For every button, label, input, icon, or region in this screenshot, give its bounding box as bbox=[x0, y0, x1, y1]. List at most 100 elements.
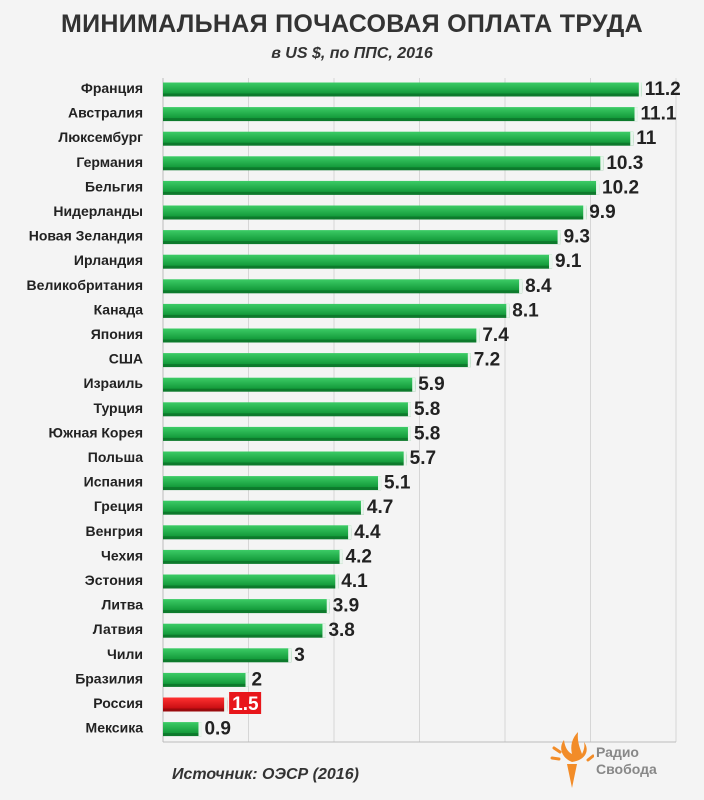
value-label: 3 bbox=[294, 645, 305, 666]
logo-text-line1: Радио bbox=[596, 744, 639, 760]
bar-end-highlight bbox=[549, 254, 553, 269]
value-label: 8.4 bbox=[525, 276, 552, 297]
value-label: 11.2 bbox=[645, 79, 681, 100]
category-label: Люксембург bbox=[58, 129, 143, 145]
category-label: Южная Корея bbox=[49, 424, 143, 440]
value-label: 9.9 bbox=[589, 202, 615, 223]
bar-end-highlight bbox=[378, 476, 382, 491]
value-label: 5.8 bbox=[414, 423, 440, 444]
bar-end-highlight bbox=[335, 574, 339, 589]
category-label: Австралия bbox=[68, 105, 143, 121]
value-label: 5.1 bbox=[384, 473, 411, 494]
bar-end-highlight bbox=[326, 599, 330, 614]
category-label: Чили bbox=[107, 646, 143, 662]
bar bbox=[163, 623, 326, 635]
bar bbox=[163, 574, 339, 586]
bar bbox=[163, 500, 364, 512]
category-label: Франция bbox=[81, 80, 143, 96]
bar bbox=[163, 672, 249, 684]
bar-end-highlight bbox=[630, 131, 634, 146]
category-label: Ирландия bbox=[74, 252, 143, 268]
category-label: Латвия bbox=[93, 621, 143, 637]
value-label: 11 bbox=[636, 128, 657, 149]
value-label: 2 bbox=[252, 669, 263, 690]
category-label: Япония bbox=[91, 326, 143, 342]
category-label: Литва bbox=[102, 597, 144, 613]
value-label: 9.3 bbox=[564, 227, 590, 248]
category-label: Германия bbox=[76, 154, 143, 170]
value-label: 0.9 bbox=[204, 719, 230, 740]
bar bbox=[163, 328, 480, 340]
bar bbox=[163, 697, 228, 709]
value-label: 10.2 bbox=[602, 177, 639, 198]
bar bbox=[163, 205, 587, 217]
value-label: 4.1 bbox=[341, 571, 368, 592]
value-label: 11.1 bbox=[641, 104, 677, 125]
torch-icon bbox=[550, 732, 595, 788]
bar bbox=[163, 303, 510, 315]
bar bbox=[163, 107, 638, 119]
bar-end-highlight bbox=[557, 230, 561, 245]
value-label-bg bbox=[229, 692, 262, 714]
value-label: 4.7 bbox=[367, 497, 393, 518]
bar-end-highlight bbox=[596, 180, 600, 195]
bar-end-highlight bbox=[224, 697, 228, 712]
bar bbox=[163, 525, 352, 537]
bar-end-highlight bbox=[339, 549, 343, 564]
bar bbox=[163, 549, 343, 561]
bar bbox=[163, 131, 634, 143]
category-label: Великобритания bbox=[27, 277, 143, 293]
bar-end-highlight bbox=[634, 107, 638, 122]
category-label: Канада bbox=[94, 301, 144, 317]
bar bbox=[163, 722, 202, 734]
category-label: Бразилия bbox=[75, 670, 143, 686]
bar bbox=[163, 230, 561, 242]
bar-end-highlight bbox=[245, 672, 249, 687]
bar bbox=[163, 402, 411, 414]
bar bbox=[163, 82, 642, 94]
bar-end-highlight bbox=[288, 648, 292, 663]
bar-end-highlight bbox=[506, 303, 510, 318]
bar-end-highlight bbox=[407, 426, 411, 441]
bar-end-highlight bbox=[407, 402, 411, 417]
bar bbox=[163, 279, 523, 291]
value-label: 5.9 bbox=[418, 374, 444, 395]
category-label: Новая Зеландия bbox=[29, 228, 143, 244]
value-label: 4.2 bbox=[346, 546, 372, 567]
bar bbox=[163, 426, 411, 438]
category-label: Израиль bbox=[84, 375, 144, 391]
bar bbox=[163, 254, 553, 266]
category-label: Венгрия bbox=[85, 523, 143, 539]
bar-end-highlight bbox=[322, 623, 326, 638]
bar bbox=[163, 156, 604, 168]
value-label: 1.5 bbox=[232, 694, 259, 715]
chart-title: МИНИМАЛЬНАЯ ПОЧАСОВАЯ ОПЛАТА ТРУДА bbox=[60, 10, 644, 38]
bar-end-highlight bbox=[519, 279, 523, 294]
category-label: Греция bbox=[94, 498, 143, 514]
bar-end-highlight bbox=[403, 451, 407, 466]
category-label: Турция bbox=[93, 400, 143, 416]
value-label: 5.8 bbox=[414, 399, 440, 420]
value-label: 3.8 bbox=[328, 620, 354, 641]
value-label: 7.4 bbox=[482, 325, 509, 346]
chart-subtitle: в US $, по ППС, 2016 bbox=[271, 45, 433, 62]
category-label: США bbox=[109, 351, 143, 367]
bar bbox=[163, 648, 292, 660]
bar-end-highlight bbox=[583, 205, 587, 220]
value-label: 5.7 bbox=[410, 448, 436, 469]
bar bbox=[163, 377, 416, 389]
source-note: Источник: ОЭСР (2016) bbox=[172, 766, 359, 783]
bar-end-highlight bbox=[198, 722, 202, 737]
logo-text-line2: Свобода bbox=[596, 761, 657, 777]
category-label: Чехия bbox=[101, 547, 143, 563]
category-label: Нидерланды bbox=[53, 203, 143, 219]
bar-end-highlight bbox=[360, 500, 364, 515]
bar bbox=[163, 353, 471, 365]
bar-end-highlight bbox=[467, 353, 471, 368]
bar-end-highlight bbox=[600, 156, 604, 171]
bar bbox=[163, 180, 600, 192]
value-label: 3.9 bbox=[333, 596, 359, 617]
value-label: 7.2 bbox=[474, 350, 500, 371]
bar bbox=[163, 599, 330, 611]
